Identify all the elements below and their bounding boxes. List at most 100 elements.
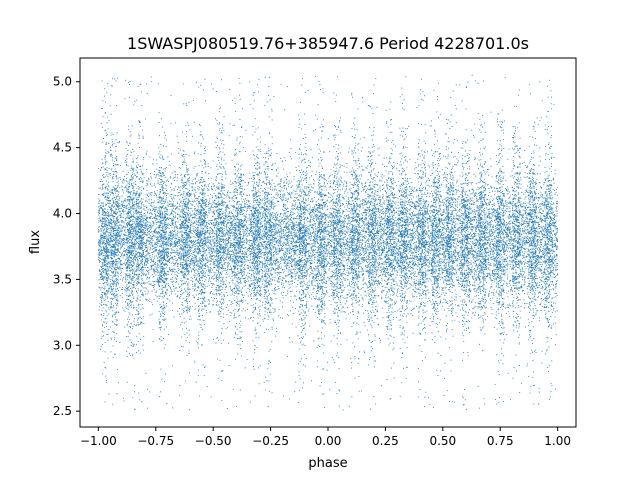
data-point <box>357 316 358 317</box>
data-point <box>337 338 338 339</box>
data-point <box>175 246 176 247</box>
data-point <box>338 288 339 289</box>
data-point <box>345 234 346 235</box>
data-point <box>147 212 148 213</box>
data-point <box>225 262 226 263</box>
data-point <box>506 222 507 223</box>
data-point <box>98 229 99 230</box>
data-point <box>390 194 391 195</box>
data-point <box>275 261 276 262</box>
data-point <box>398 250 399 251</box>
data-point <box>465 291 466 292</box>
data-point <box>204 186 205 187</box>
data-point <box>277 217 278 218</box>
data-point <box>286 228 287 229</box>
data-point <box>360 332 361 333</box>
data-point <box>227 223 228 224</box>
data-point <box>482 244 483 245</box>
data-point <box>264 296 265 297</box>
data-point <box>508 193 509 194</box>
data-point <box>538 239 539 240</box>
data-point <box>368 295 369 296</box>
data-point <box>200 227 201 228</box>
data-point <box>312 190 313 191</box>
data-point <box>475 257 476 258</box>
data-point <box>208 178 209 179</box>
data-point <box>418 166 419 167</box>
data-point <box>235 272 236 273</box>
data-point <box>439 160 440 161</box>
data-point <box>220 290 221 291</box>
data-point <box>221 248 222 249</box>
data-point <box>481 213 482 214</box>
data-point <box>107 188 108 189</box>
data-point <box>395 229 396 230</box>
data-point <box>182 273 183 274</box>
data-point <box>330 265 331 266</box>
data-point <box>348 252 349 253</box>
data-point <box>122 264 123 265</box>
data-point <box>410 287 411 288</box>
data-point <box>288 269 289 270</box>
data-point <box>432 220 433 221</box>
data-point <box>553 284 554 285</box>
data-point <box>520 245 521 246</box>
data-point <box>471 267 472 268</box>
data-point <box>409 240 410 241</box>
data-point <box>524 264 525 265</box>
data-point <box>251 214 252 215</box>
data-point <box>156 228 157 229</box>
data-point <box>193 236 194 237</box>
data-point <box>474 269 475 270</box>
data-point <box>352 343 353 344</box>
data-point <box>176 250 177 251</box>
data-point <box>116 280 117 281</box>
data-point <box>134 245 135 246</box>
data-point <box>419 279 420 280</box>
data-point <box>307 217 308 218</box>
data-point <box>531 249 532 250</box>
data-point <box>175 240 176 241</box>
data-point <box>469 206 470 207</box>
data-point <box>486 262 487 263</box>
data-point <box>543 246 544 247</box>
data-point <box>116 198 117 199</box>
data-point <box>401 212 402 213</box>
data-point <box>392 150 393 151</box>
data-point <box>408 200 409 201</box>
data-point <box>146 274 147 275</box>
data-point <box>197 270 198 271</box>
data-point <box>258 190 259 191</box>
data-point <box>330 319 331 320</box>
data-point <box>196 198 197 199</box>
data-point <box>544 237 545 238</box>
data-point <box>454 285 455 286</box>
data-point <box>268 182 269 183</box>
data-point <box>485 222 486 223</box>
data-point <box>332 205 333 206</box>
data-point <box>294 226 295 227</box>
data-point <box>243 225 244 226</box>
data-point <box>263 321 264 322</box>
data-point <box>279 267 280 268</box>
data-point <box>461 241 462 242</box>
data-point <box>105 168 106 169</box>
data-point <box>288 184 289 185</box>
data-point <box>556 232 557 233</box>
data-point <box>474 194 475 195</box>
data-point <box>272 274 273 275</box>
data-point <box>494 241 495 242</box>
data-point <box>290 224 291 225</box>
data-point <box>542 239 543 240</box>
data-point <box>158 183 159 184</box>
data-point <box>233 310 234 311</box>
data-point <box>508 235 509 236</box>
data-point <box>266 211 267 212</box>
data-point <box>287 176 288 177</box>
data-point <box>300 248 301 249</box>
data-point <box>164 306 165 307</box>
data-point <box>473 227 474 228</box>
data-point <box>471 218 472 219</box>
data-point <box>289 249 290 250</box>
data-point <box>349 220 350 221</box>
